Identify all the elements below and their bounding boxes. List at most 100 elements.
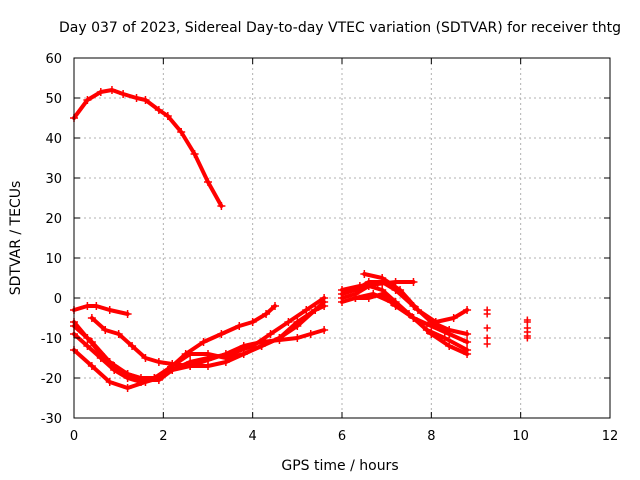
grid	[74, 58, 610, 418]
data-point	[338, 294, 346, 302]
series-line	[72, 304, 130, 316]
data-point	[483, 334, 491, 342]
y-tick-label: 30	[45, 172, 62, 187]
data-point	[355, 282, 364, 290]
data-point	[123, 310, 132, 318]
x-tick-label: 2	[159, 429, 167, 444]
data-point	[378, 274, 387, 282]
data-point	[523, 334, 531, 342]
data-point	[338, 286, 346, 294]
data-point	[302, 306, 311, 314]
chart-title: Day 037 of 2023, Sidereal Day-to-day VTE…	[59, 20, 621, 36]
data-point	[128, 342, 137, 350]
data-point	[221, 354, 230, 362]
data-point	[523, 318, 531, 326]
y-tick-label: 0	[54, 292, 62, 307]
x-tick-label: 8	[427, 429, 435, 444]
y-tick-label: 20	[45, 212, 62, 227]
data-point	[154, 358, 163, 366]
x-tick-label: 10	[512, 429, 529, 444]
y-tick-label: 10	[45, 252, 62, 267]
y-tick-label: -30	[41, 412, 62, 427]
data-point	[483, 324, 491, 332]
data-point	[150, 374, 159, 382]
series-sat-a	[70, 86, 226, 210]
data-point	[271, 302, 279, 310]
data-point	[445, 342, 454, 350]
data-point	[311, 306, 320, 314]
data-point	[92, 302, 101, 310]
data-point	[141, 96, 150, 104]
data-series	[70, 86, 531, 392]
data-point	[87, 338, 96, 346]
data-point	[387, 298, 396, 306]
data-point	[266, 330, 275, 338]
data-point	[186, 350, 195, 358]
data-point	[87, 362, 96, 370]
data-point	[463, 306, 472, 314]
data-point	[378, 286, 387, 294]
data-point	[114, 330, 123, 338]
data-point	[199, 338, 208, 346]
data-point	[449, 314, 458, 322]
data-point	[110, 366, 119, 374]
series-sat-b	[70, 302, 132, 318]
data-point	[83, 302, 92, 310]
series-sat-l	[360, 270, 472, 326]
data-point	[119, 90, 128, 98]
series-sat-m	[351, 290, 472, 354]
data-point	[409, 278, 418, 286]
data-point	[463, 330, 472, 338]
data-point	[463, 338, 472, 346]
series-sat-g	[70, 302, 329, 386]
x-tick-label: 0	[70, 429, 78, 444]
data-point	[123, 384, 132, 392]
data-point	[440, 334, 449, 342]
data-point	[235, 322, 244, 330]
data-point	[107, 86, 116, 94]
y-axis-label: SDTVAR / TECUs	[8, 181, 24, 296]
data-point	[123, 374, 132, 382]
data-point	[141, 354, 150, 362]
data-point	[483, 340, 491, 348]
data-point	[190, 150, 199, 158]
series-sat-k	[338, 278, 418, 294]
isolated-points	[483, 306, 531, 348]
x-axis: 0 2 4 6 8 10 12	[70, 58, 618, 444]
data-point	[177, 128, 186, 136]
data-point	[168, 362, 177, 370]
data-point	[405, 310, 413, 318]
data-point	[204, 362, 212, 370]
data-point	[413, 306, 422, 314]
data-point	[101, 326, 110, 334]
data-point	[293, 334, 302, 342]
data-point	[239, 350, 248, 358]
data-point	[360, 270, 369, 278]
y-tick-label: 60	[45, 52, 62, 67]
data-point	[262, 310, 271, 318]
data-point	[445, 330, 454, 338]
x-axis-label: GPS time / hours	[281, 458, 398, 474]
data-point	[320, 302, 329, 310]
series-line	[72, 88, 224, 208]
data-point	[137, 378, 145, 386]
data-point	[132, 94, 141, 102]
data-point	[204, 178, 212, 186]
data-point	[463, 346, 472, 354]
data-point	[306, 330, 315, 338]
data-point	[186, 362, 195, 370]
data-point	[483, 310, 491, 318]
y-axis: -30 -20 -10 0 10 20 30 40 50 60	[41, 52, 610, 427]
series-line	[340, 292, 470, 356]
data-point	[369, 290, 378, 298]
data-point	[154, 106, 163, 114]
data-point	[293, 322, 302, 330]
data-point	[284, 318, 293, 326]
x-tick-label: 4	[249, 429, 257, 444]
x-tick-label: 6	[338, 429, 346, 444]
data-point	[105, 306, 114, 314]
data-point	[87, 314, 96, 322]
data-point	[422, 326, 431, 334]
data-point	[96, 354, 105, 362]
